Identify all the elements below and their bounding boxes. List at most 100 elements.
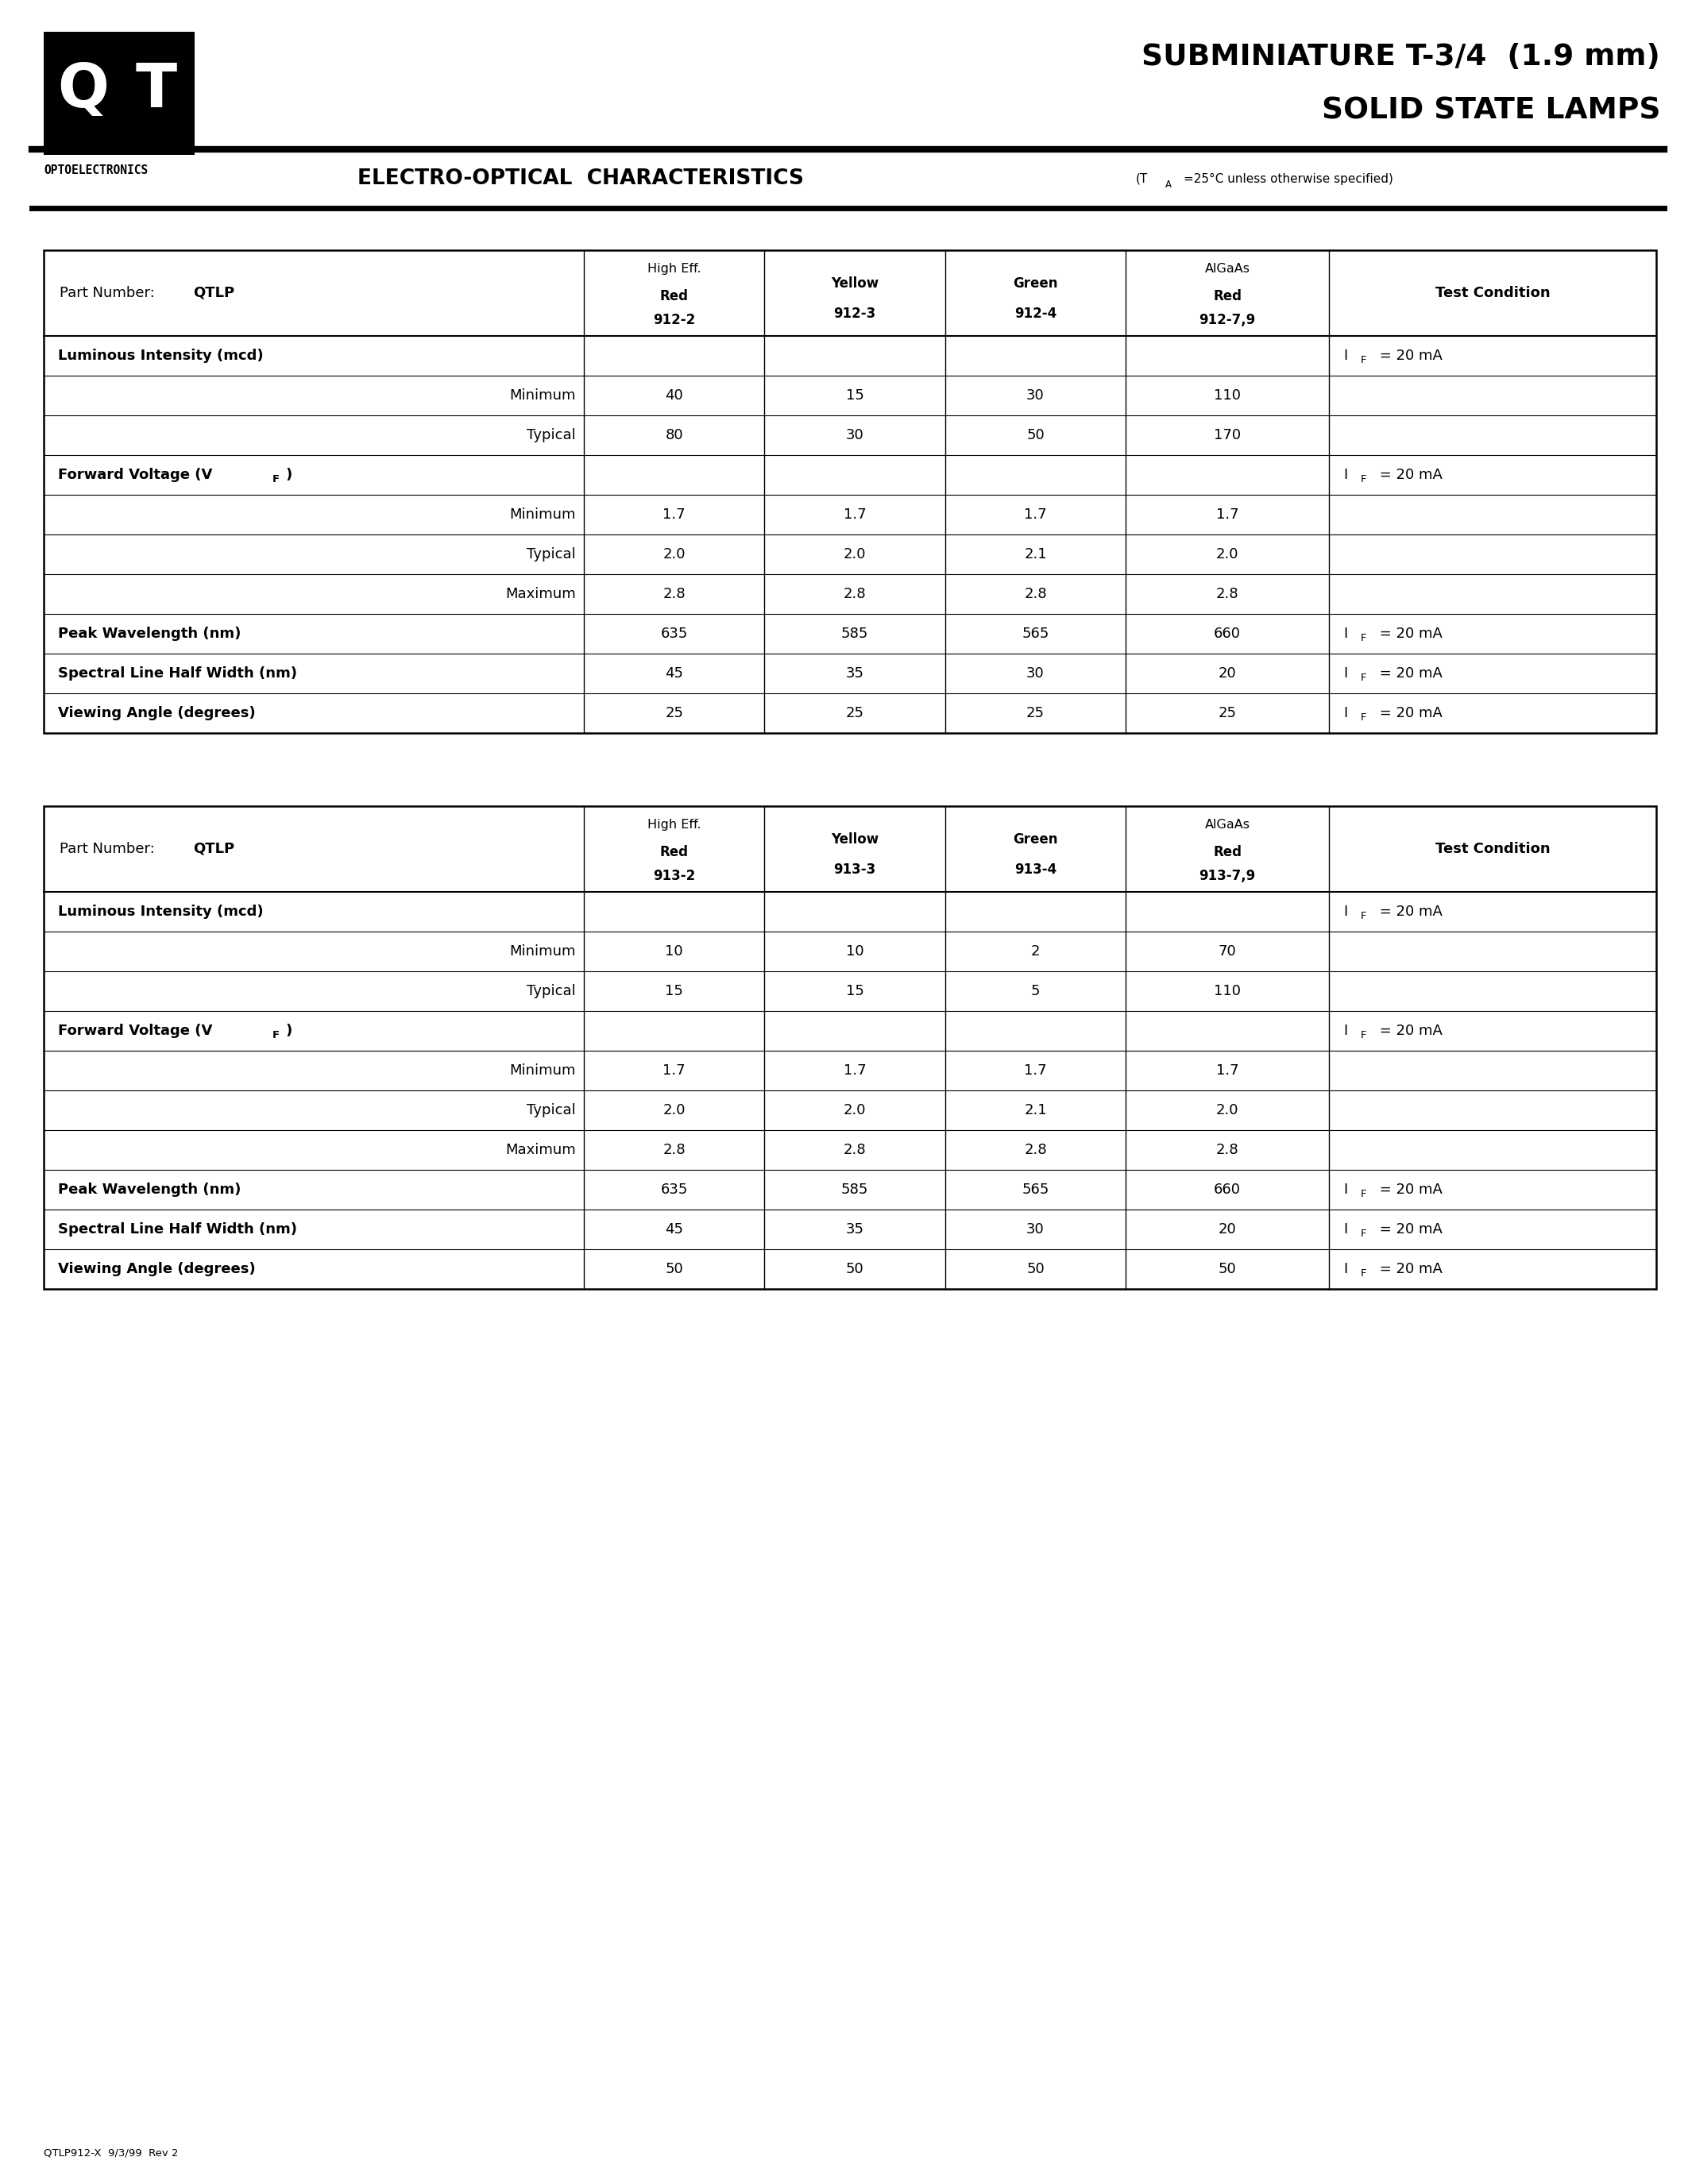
Text: Forward Voltage (V: Forward Voltage (V xyxy=(57,1024,213,1037)
Text: Test Condition: Test Condition xyxy=(1435,286,1550,299)
Text: ): ) xyxy=(285,467,292,483)
Text: Red: Red xyxy=(660,288,689,304)
Text: 913-3: 913-3 xyxy=(834,863,876,876)
Text: F: F xyxy=(1361,1230,1367,1238)
Text: 2.8: 2.8 xyxy=(1025,587,1047,601)
Text: ELECTRO-OPTICAL  CHARACTERISTICS: ELECTRO-OPTICAL CHARACTERISTICS xyxy=(358,168,803,190)
Text: 45: 45 xyxy=(665,1223,684,1236)
Text: 30: 30 xyxy=(1026,1223,1045,1236)
Text: Yellow: Yellow xyxy=(830,832,879,847)
Text: 80: 80 xyxy=(665,428,684,443)
Text: 20: 20 xyxy=(1219,666,1236,681)
Text: 2.1: 2.1 xyxy=(1025,548,1047,561)
Text: F: F xyxy=(1361,1190,1367,1199)
Text: 660: 660 xyxy=(1214,627,1241,640)
Text: = 20 mA: = 20 mA xyxy=(1376,1223,1442,1236)
Text: 2: 2 xyxy=(1031,943,1040,959)
Text: AlGaAs: AlGaAs xyxy=(1205,264,1249,275)
Text: Luminous Intensity (mcd): Luminous Intensity (mcd) xyxy=(57,349,263,363)
Text: Minimum: Minimum xyxy=(510,389,576,402)
Text: 50: 50 xyxy=(1026,428,1045,443)
Text: T: T xyxy=(135,61,177,120)
Text: 1.7: 1.7 xyxy=(844,1064,866,1077)
Text: = 20 mA: = 20 mA xyxy=(1376,467,1442,483)
Bar xyxy=(44,33,194,155)
Text: 45: 45 xyxy=(665,666,684,681)
Text: 5: 5 xyxy=(1031,985,1040,998)
Text: I: I xyxy=(1344,1024,1347,1037)
Text: 35: 35 xyxy=(846,666,864,681)
Text: = 20 mA: = 20 mA xyxy=(1376,904,1442,919)
Text: F: F xyxy=(1361,712,1367,723)
Text: 912-4: 912-4 xyxy=(1014,306,1057,321)
Text: F: F xyxy=(272,474,280,485)
Text: Minimum: Minimum xyxy=(510,1064,576,1077)
Text: 2.1: 2.1 xyxy=(1025,1103,1047,1118)
Text: F: F xyxy=(272,1031,280,1042)
Text: 912-3: 912-3 xyxy=(834,306,876,321)
Text: Minimum: Minimum xyxy=(510,507,576,522)
Text: 1.7: 1.7 xyxy=(1215,1064,1239,1077)
Text: 635: 635 xyxy=(660,1182,687,1197)
Text: Luminous Intensity (mcd): Luminous Intensity (mcd) xyxy=(57,904,263,919)
Text: 635: 635 xyxy=(660,627,687,640)
Text: 565: 565 xyxy=(1021,627,1048,640)
Text: 565: 565 xyxy=(1021,1182,1048,1197)
Text: Viewing Angle (degrees): Viewing Angle (degrees) xyxy=(57,705,255,721)
Text: = 20 mA: = 20 mA xyxy=(1376,349,1442,363)
Text: Maximum: Maximum xyxy=(505,1142,576,1158)
Text: High Eff.: High Eff. xyxy=(647,264,701,275)
Text: =25°C unless otherwise specified): =25°C unless otherwise specified) xyxy=(1183,173,1393,186)
Text: 25: 25 xyxy=(846,705,864,721)
Text: 15: 15 xyxy=(846,985,864,998)
Text: Test Condition: Test Condition xyxy=(1435,841,1550,856)
Text: 40: 40 xyxy=(665,389,684,402)
Text: 170: 170 xyxy=(1214,428,1241,443)
Text: F: F xyxy=(1361,1031,1367,1042)
Text: F: F xyxy=(1361,673,1367,684)
Text: 2.0: 2.0 xyxy=(1215,1103,1239,1118)
Text: 2.8: 2.8 xyxy=(1215,1142,1239,1158)
Text: Typical: Typical xyxy=(527,548,576,561)
Text: Maximum: Maximum xyxy=(505,587,576,601)
Text: I: I xyxy=(1344,627,1347,640)
Text: F: F xyxy=(1361,356,1367,365)
Text: Red: Red xyxy=(1214,845,1242,858)
Text: 2.0: 2.0 xyxy=(663,548,685,561)
Text: F: F xyxy=(1361,1269,1367,1280)
Text: 20: 20 xyxy=(1219,1223,1236,1236)
Text: 2.8: 2.8 xyxy=(844,587,866,601)
Text: 35: 35 xyxy=(846,1223,864,1236)
Text: I: I xyxy=(1344,1223,1347,1236)
Text: I: I xyxy=(1344,904,1347,919)
Text: 2.0: 2.0 xyxy=(663,1103,685,1118)
Text: 913-2: 913-2 xyxy=(653,869,695,882)
Text: Forward Voltage (V: Forward Voltage (V xyxy=(57,467,213,483)
Text: Viewing Angle (degrees): Viewing Angle (degrees) xyxy=(57,1262,255,1275)
Text: Spectral Line Half Width (nm): Spectral Line Half Width (nm) xyxy=(57,1223,297,1236)
Text: 585: 585 xyxy=(841,627,868,640)
Text: = 20 mA: = 20 mA xyxy=(1376,666,1442,681)
Text: F: F xyxy=(1361,633,1367,644)
Text: 10: 10 xyxy=(846,943,864,959)
Text: I: I xyxy=(1344,349,1347,363)
Text: Typical: Typical xyxy=(527,428,576,443)
Text: AlGaAs: AlGaAs xyxy=(1205,819,1249,832)
Text: A: A xyxy=(1165,179,1171,190)
Text: SOLID STATE LAMPS: SOLID STATE LAMPS xyxy=(1322,96,1661,124)
Text: F: F xyxy=(1361,911,1367,922)
Text: 2.0: 2.0 xyxy=(1215,548,1239,561)
Text: Peak Wavelength (nm): Peak Wavelength (nm) xyxy=(57,1182,241,1197)
Text: 110: 110 xyxy=(1214,389,1241,402)
Text: 2.0: 2.0 xyxy=(844,1103,866,1118)
Text: Q: Q xyxy=(57,61,110,120)
Text: 2.8: 2.8 xyxy=(663,1142,685,1158)
Text: 15: 15 xyxy=(846,389,864,402)
Text: Typical: Typical xyxy=(527,985,576,998)
Text: 30: 30 xyxy=(1026,389,1045,402)
Text: I: I xyxy=(1344,467,1347,483)
Text: 912-7,9: 912-7,9 xyxy=(1198,312,1256,328)
Text: 2.8: 2.8 xyxy=(1215,587,1239,601)
Text: Minimum: Minimum xyxy=(510,943,576,959)
Text: 2.8: 2.8 xyxy=(663,587,685,601)
